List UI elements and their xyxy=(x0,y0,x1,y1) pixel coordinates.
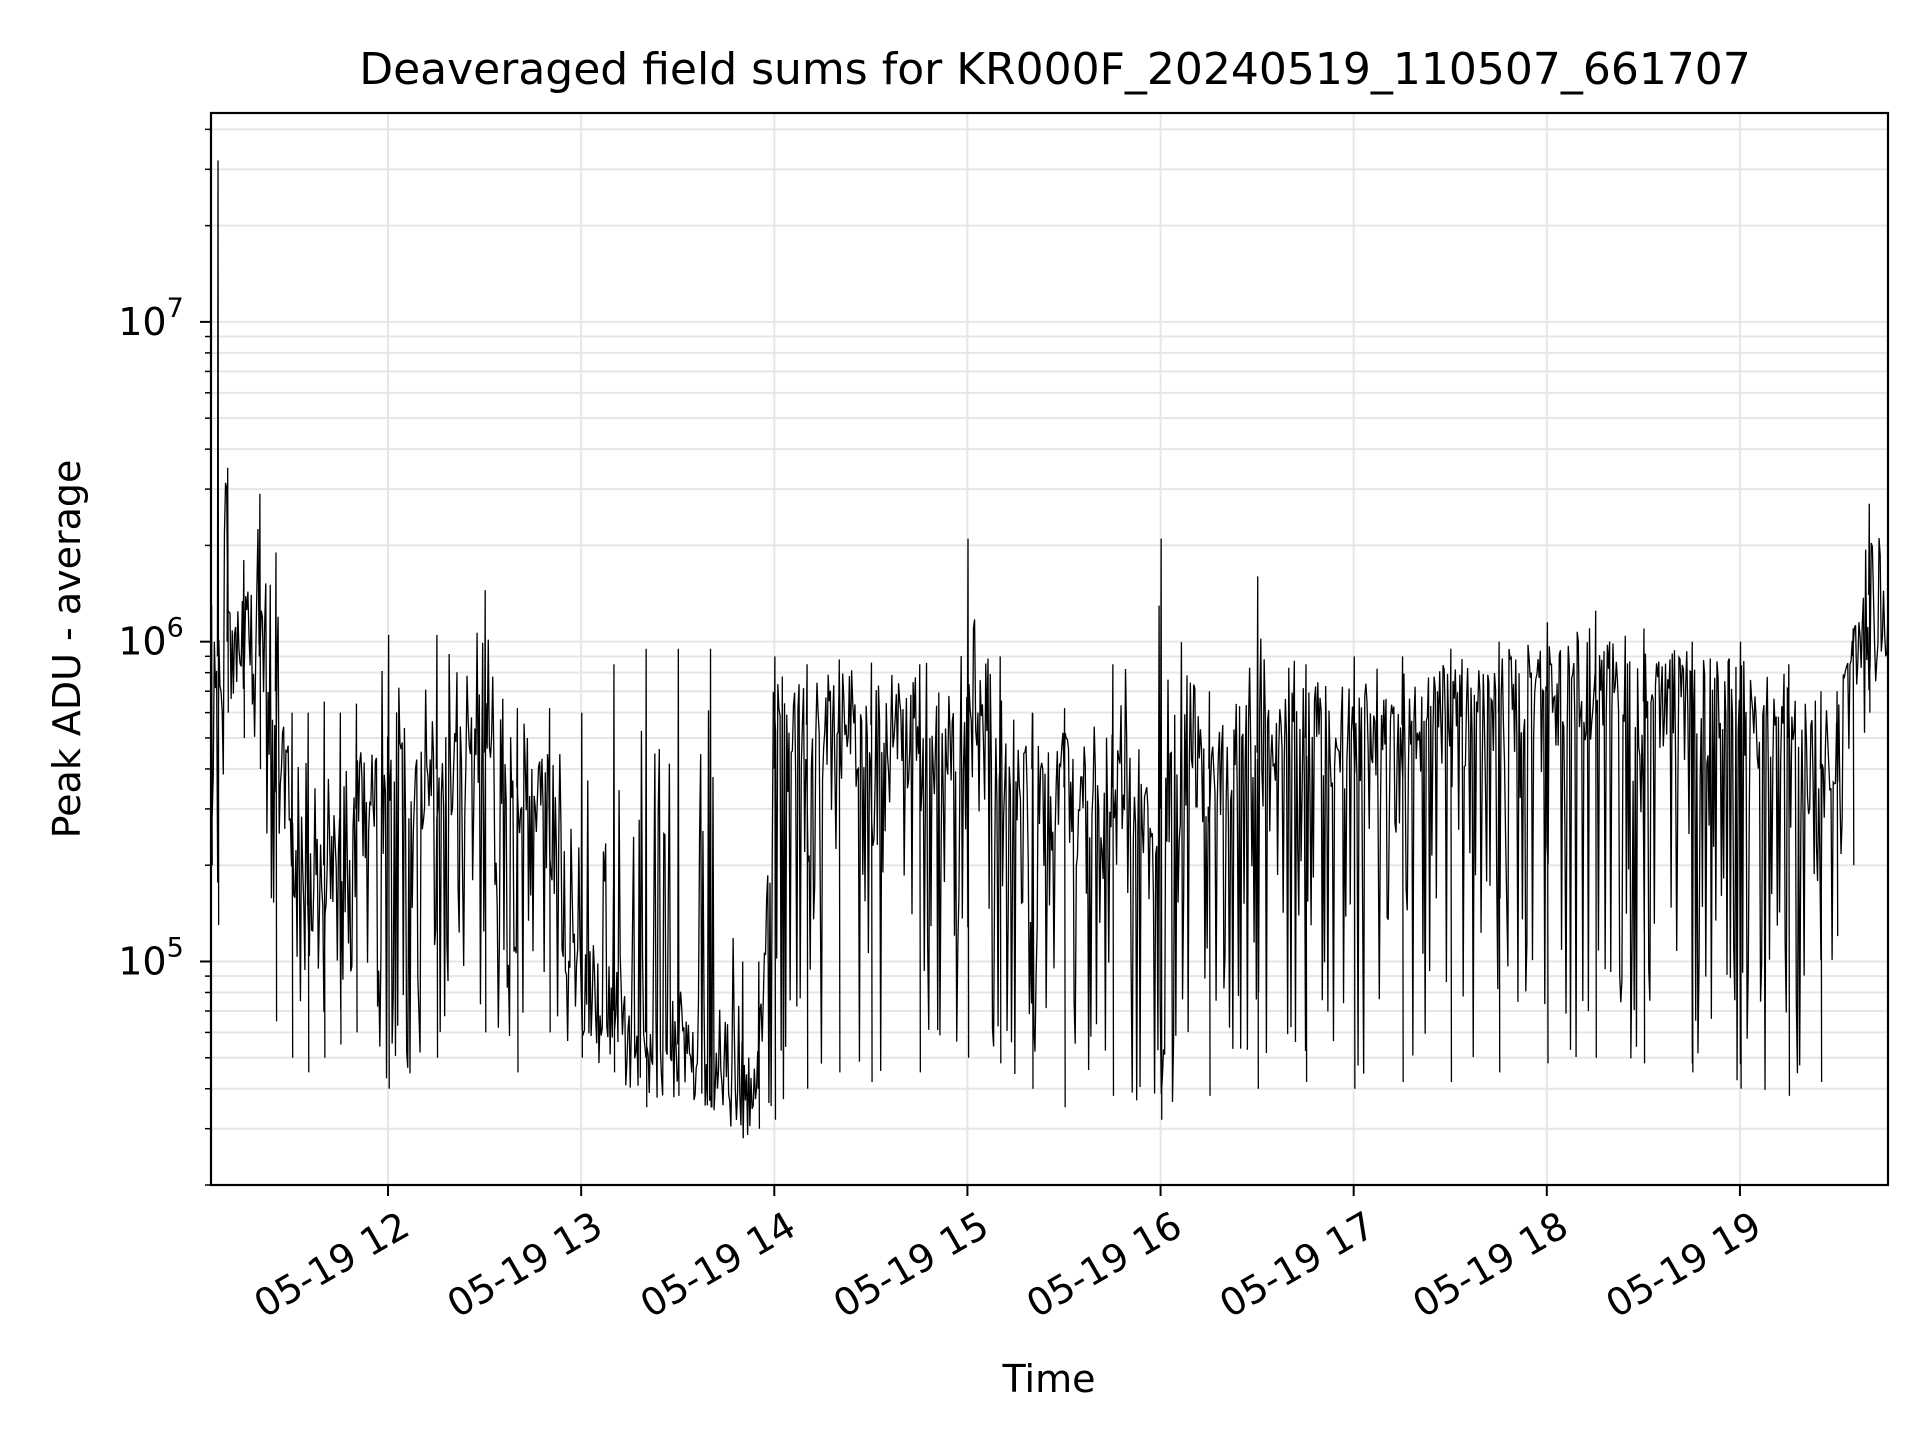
y-tick-label: 106 xyxy=(118,613,184,664)
chart-title: Deaveraged field sums for KR000F_2024051… xyxy=(359,44,1751,95)
y-axis-label: Peak ADU - average xyxy=(45,460,89,839)
y-tick-label: 107 xyxy=(118,293,184,344)
x-axis-label: Time xyxy=(1002,1357,1096,1401)
plot-frame xyxy=(209,111,1890,1187)
series-line xyxy=(211,160,1888,1139)
y-axis: 105 106 107 xyxy=(118,128,211,1186)
y-tick-label: 105 xyxy=(118,932,184,983)
plot-area xyxy=(211,160,1888,1139)
